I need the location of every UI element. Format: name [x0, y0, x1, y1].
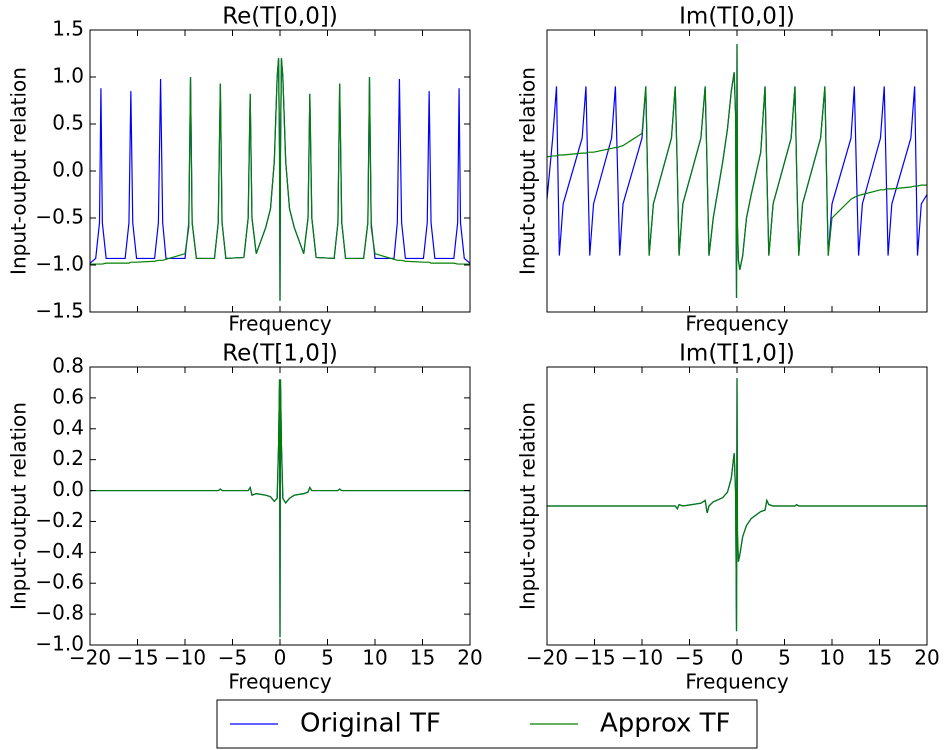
x-tick-label: 0	[274, 646, 287, 670]
subplot-title: Re(T[0,0])	[222, 4, 338, 30]
series-line	[90, 379, 470, 638]
y-tick-label: 0.6	[52, 384, 84, 408]
subplot-title: Im(T[1,0])	[679, 341, 795, 367]
y-tick-label: −0.4	[35, 539, 84, 563]
y-tick-label: 0.0	[52, 158, 84, 182]
y-axis-label: Input-output relation	[7, 67, 31, 275]
y-tick-label: −0.2	[35, 508, 84, 532]
legend-box	[216, 699, 758, 749]
x-tick-label: 0	[731, 646, 744, 670]
y-tick-label: 0.4	[52, 415, 84, 439]
y-tick-label: 1.5	[52, 17, 84, 41]
x-tick-label: 10	[819, 646, 844, 670]
subplot-title: Im(T[0,0])	[679, 4, 795, 30]
x-tick-label: 20	[914, 646, 939, 670]
y-tick-label: −1.0	[35, 252, 84, 276]
x-tick-label: −15	[116, 646, 158, 670]
x-tick-label: −10	[164, 646, 206, 670]
legend-label: Original TF	[300, 709, 441, 739]
x-tick-label: 10	[362, 646, 387, 670]
series-line	[547, 378, 927, 632]
y-tick-label: −0.6	[35, 570, 84, 594]
y-tick-label: −1.0	[35, 632, 84, 656]
subplot: −1.0−0.8−0.6−0.4−0.20.00.20.40.60.8−20 −1…	[7, 341, 483, 694]
y-tick-label: 0.5	[52, 111, 84, 135]
y-axis-label: Input-output relation	[516, 67, 540, 275]
subplot: −20 −15 −10 −5 0 5 10 15 20 Im(T[1,0]) Frequency In…	[516, 341, 940, 694]
x-tick-label: 20	[457, 646, 482, 670]
subplot: −1.5 −1.0 −0.5 0.0 0.5 1.0 1.5 Re(T[0,0]) Freque…	[7, 4, 471, 336]
series-line	[547, 44, 927, 298]
subplot: Im(T[0,0]) Frequency Input-output relation	[516, 4, 928, 336]
x-axis-label: Frequency	[685, 670, 788, 694]
legend-label: Approx TF	[600, 709, 731, 739]
x-tick-label: −5	[675, 646, 704, 670]
x-axis-label: Frequency	[228, 670, 331, 694]
x-tick-label: −15	[573, 646, 615, 670]
series-line	[90, 58, 470, 301]
y-axis-label: Input-output relation	[7, 402, 31, 610]
y-tick-label: −1.5	[35, 299, 84, 323]
y-axis-label: Input-output relation	[516, 402, 540, 610]
y-tick-label: 1.0	[52, 64, 84, 88]
x-tick-label: 15	[410, 646, 435, 670]
y-tick-label: 0.0	[52, 477, 84, 501]
x-axis-label: Frequency	[685, 312, 788, 336]
y-tick-label: −0.8	[35, 601, 84, 625]
x-tick-label: −20	[69, 646, 111, 670]
y-tick-label: 0.2	[52, 446, 84, 470]
subplot-title: Re(T[1,0])	[222, 341, 338, 367]
x-axis-label: Frequency	[228, 312, 331, 336]
x-tick-label: −20	[526, 646, 568, 670]
y-tick-label: 0.8	[52, 354, 84, 378]
y-tick-label: −0.5	[35, 205, 84, 229]
x-tick-label: −10	[621, 646, 663, 670]
x-tick-label: 5	[778, 646, 791, 670]
x-tick-label: 5	[321, 646, 334, 670]
x-tick-label: −5	[218, 646, 247, 670]
legend: Original TF Approx TF	[216, 699, 758, 749]
x-tick-label: 15	[867, 646, 892, 670]
